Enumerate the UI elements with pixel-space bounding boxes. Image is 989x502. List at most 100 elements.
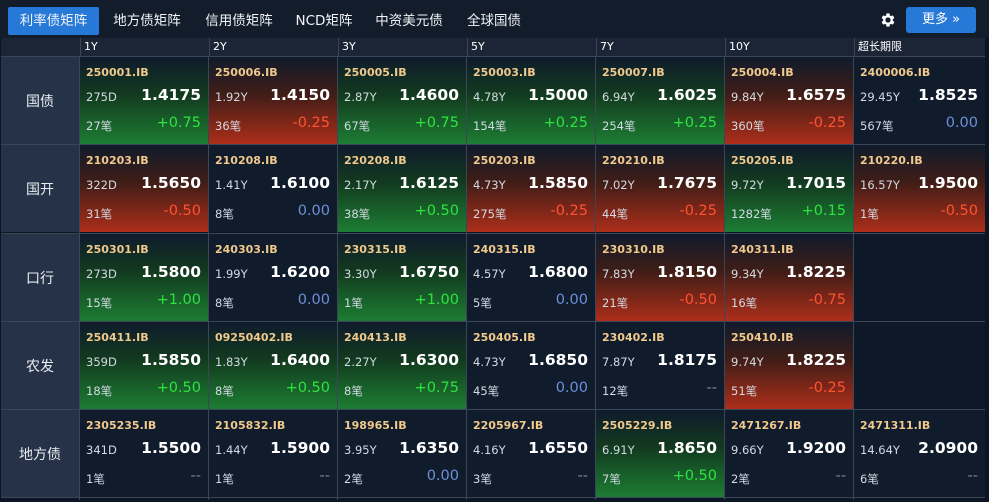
- bond-cell[interactable]: 250001.IB 275D 1.4175 27笔 +0.75: [80, 57, 208, 144]
- yield-change: +0.50: [414, 203, 459, 219]
- bond-cell[interactable]: 250301.IB 273D 1.5800 15笔 +1.00: [80, 234, 208, 321]
- yield-rate: 1.4175: [141, 86, 201, 104]
- bond-cell[interactable]: 198965.IB 3.95Y 1.6350 2笔 0.00: [338, 410, 466, 497]
- bond-cell[interactable]: 250006.IB 1.92Y 1.4150 36笔 -0.25: [209, 57, 337, 144]
- trade-count: 16笔: [731, 296, 758, 310]
- bond-cell[interactable]: 250411.IB 359D 1.5850 18笔 +0.50: [80, 322, 208, 409]
- yield-rate: 1.7015: [786, 174, 846, 192]
- yield-rate: 1.5000: [528, 86, 588, 104]
- remaining-term: 3.95Y: [344, 443, 377, 457]
- yield-rate: 1.6025: [657, 86, 717, 104]
- bond-cell[interactable]: 240413.IB 2.27Y 1.6300 8笔 +0.75: [338, 322, 466, 409]
- bond-cell[interactable]: 230402.IB 7.87Y 1.8175 12笔 --: [596, 322, 724, 409]
- tab-chinese-usd-bond[interactable]: 中资美元债: [375, 13, 443, 29]
- bond-cell[interactable]: 250203.IB 4.73Y 1.5850 275笔 -0.25: [467, 145, 595, 232]
- yield-change: 0.00: [426, 468, 459, 484]
- bond-cell[interactable]: 2105832.IB 1.44Y 1.5900 1笔 --: [209, 410, 337, 497]
- bond-cell[interactable]: 250405.IB 4.73Y 1.6850 45笔 0.00: [467, 322, 595, 409]
- empty-cell: [854, 322, 985, 409]
- yield-change: --: [319, 468, 330, 484]
- trade-count: 8笔: [215, 207, 234, 221]
- yield-rate: 1.8175: [657, 351, 717, 369]
- bond-cell[interactable]: 220210.IB 7.02Y 1.7675 44笔 -0.25: [596, 145, 724, 232]
- yield-change: +1.00: [414, 292, 459, 308]
- trade-count: 154笔: [473, 119, 507, 133]
- bond-cell[interactable]: 240311.IB 9.34Y 1.8225 16笔 -0.75: [725, 234, 853, 321]
- bond-cell[interactable]: 240315.IB 4.57Y 1.6800 5笔 0.00: [467, 234, 595, 321]
- yield-change: +0.25: [543, 115, 588, 131]
- remaining-term: 341D: [86, 443, 117, 457]
- yield-change: -0.50: [679, 292, 717, 308]
- remaining-term: 9.74Y: [731, 355, 764, 369]
- row-label: 地方债: [1, 410, 79, 497]
- bond-cell[interactable]: 240303.IB 1.99Y 1.6200 8笔 0.00: [209, 234, 337, 321]
- yield-rate: 1.6100: [270, 174, 330, 192]
- remaining-term: 6.94Y: [602, 90, 635, 104]
- yield-change: +0.15: [801, 203, 846, 219]
- bond-cell[interactable]: 2471267.IB 9.66Y 1.9200 2笔 --: [725, 410, 853, 497]
- remaining-term: 359D: [86, 355, 117, 369]
- bond-cell[interactable]: 210203.IB 322D 1.5650 31笔 -0.50: [80, 145, 208, 232]
- remaining-term: 273D: [86, 267, 117, 281]
- bond-cell[interactable]: 250005.IB 2.87Y 1.4600 67笔 +0.75: [338, 57, 466, 144]
- bond-code: 2471267.IB: [731, 419, 802, 432]
- yield-change: -0.75: [808, 292, 846, 308]
- row-label: 口行: [1, 234, 79, 321]
- tab-credit-bond-matrix[interactable]: 信用债矩阵: [205, 13, 273, 29]
- bond-cell[interactable]: 2471311.IB 14.64Y 2.0900 6笔 --: [854, 410, 985, 497]
- yield-change: +0.75: [414, 380, 459, 396]
- remaining-term: 9.84Y: [731, 90, 764, 104]
- bond-code: 250405.IB: [473, 331, 536, 344]
- bond-code: 220210.IB: [602, 154, 665, 167]
- trade-count: 8笔: [344, 384, 363, 398]
- bond-code: 198965.IB: [344, 419, 407, 432]
- trade-count: 6笔: [860, 472, 879, 486]
- remaining-term: 14.64Y: [860, 443, 900, 457]
- trade-count: 12笔: [602, 384, 629, 398]
- remaining-term: 1.99Y: [215, 267, 248, 281]
- yield-change: 0.00: [555, 292, 588, 308]
- bond-cell[interactable]: 2205967.IB 4.16Y 1.6550 3笔 --: [467, 410, 595, 497]
- remaining-term: 7.87Y: [602, 355, 635, 369]
- bond-cell[interactable]: 250003.IB 4.78Y 1.5000 154笔 +0.25: [467, 57, 595, 144]
- bond-code: 2105832.IB: [215, 419, 286, 432]
- bond-cell[interactable]: 230315.IB 3.30Y 1.6750 1笔 +1.00: [338, 234, 466, 321]
- bond-cell[interactable]: 250205.IB 9.72Y 1.7015 1282笔 +0.15: [725, 145, 853, 232]
- bond-code: 250001.IB: [86, 66, 149, 79]
- bond-cell[interactable]: 2505229.IB 6.91Y 1.8650 7笔 +0.50: [596, 410, 724, 497]
- tab-rate-bond-matrix[interactable]: 利率债矩阵: [8, 7, 99, 35]
- trade-count: 3笔: [473, 472, 492, 486]
- yield-change: -0.50: [163, 203, 201, 219]
- bond-cell[interactable]: 250007.IB 6.94Y 1.6025 254笔 +0.25: [596, 57, 724, 144]
- bond-code: 2305235.IB: [86, 419, 157, 432]
- yield-rate: 1.4150: [270, 86, 330, 104]
- bond-cell[interactable]: 210208.IB 1.41Y 1.6100 8笔 0.00: [209, 145, 337, 232]
- remaining-term: 1.44Y: [215, 443, 248, 457]
- bond-cell[interactable]: 210220.IB 16.57Y 1.9500 1笔 -0.50: [854, 145, 985, 232]
- bond-cell[interactable]: 250410.IB 9.74Y 1.8225 51笔 -0.25: [725, 322, 853, 409]
- gear-icon[interactable]: [879, 11, 897, 29]
- tab-local-bond-matrix[interactable]: 地方债矩阵: [113, 13, 181, 29]
- bond-code: 210203.IB: [86, 154, 149, 167]
- yield-rate: 1.9500: [918, 174, 978, 192]
- trade-count: 44笔: [602, 207, 629, 221]
- bond-cell[interactable]: 2305235.IB 341D 1.5500 1笔 --: [80, 410, 208, 497]
- bond-cell[interactable]: 2400006.IB 29.45Y 1.8525 567笔 0.00: [854, 57, 985, 144]
- more-button[interactable]: 更多 »: [906, 7, 976, 33]
- bond-code: 230310.IB: [602, 243, 665, 256]
- bond-cell[interactable]: 09250402.IB 1.83Y 1.6400 8笔 +0.50: [209, 322, 337, 409]
- bond-cell[interactable]: 220208.IB 2.17Y 1.6125 38笔 +0.50: [338, 145, 466, 232]
- bond-cell[interactable]: 230310.IB 7.83Y 1.8150 21笔 -0.50: [596, 234, 724, 321]
- trade-count: 1笔: [86, 472, 105, 486]
- remaining-term: 1.92Y: [215, 90, 248, 104]
- bond-code: 250007.IB: [602, 66, 665, 79]
- trade-count: 2笔: [731, 472, 750, 486]
- tab-ncd-matrix[interactable]: NCD矩阵: [295, 13, 353, 29]
- trade-count: 38笔: [344, 207, 371, 221]
- trade-count: 31笔: [86, 207, 113, 221]
- bond-cell[interactable]: 250004.IB 9.84Y 1.6575 360笔 -0.25: [725, 57, 853, 144]
- row-label: 国开: [1, 145, 79, 232]
- yield-rate: 1.9200: [786, 439, 846, 457]
- tab-global-treasury[interactable]: 全球国债: [467, 13, 521, 29]
- column-header: 5Y: [467, 38, 596, 56]
